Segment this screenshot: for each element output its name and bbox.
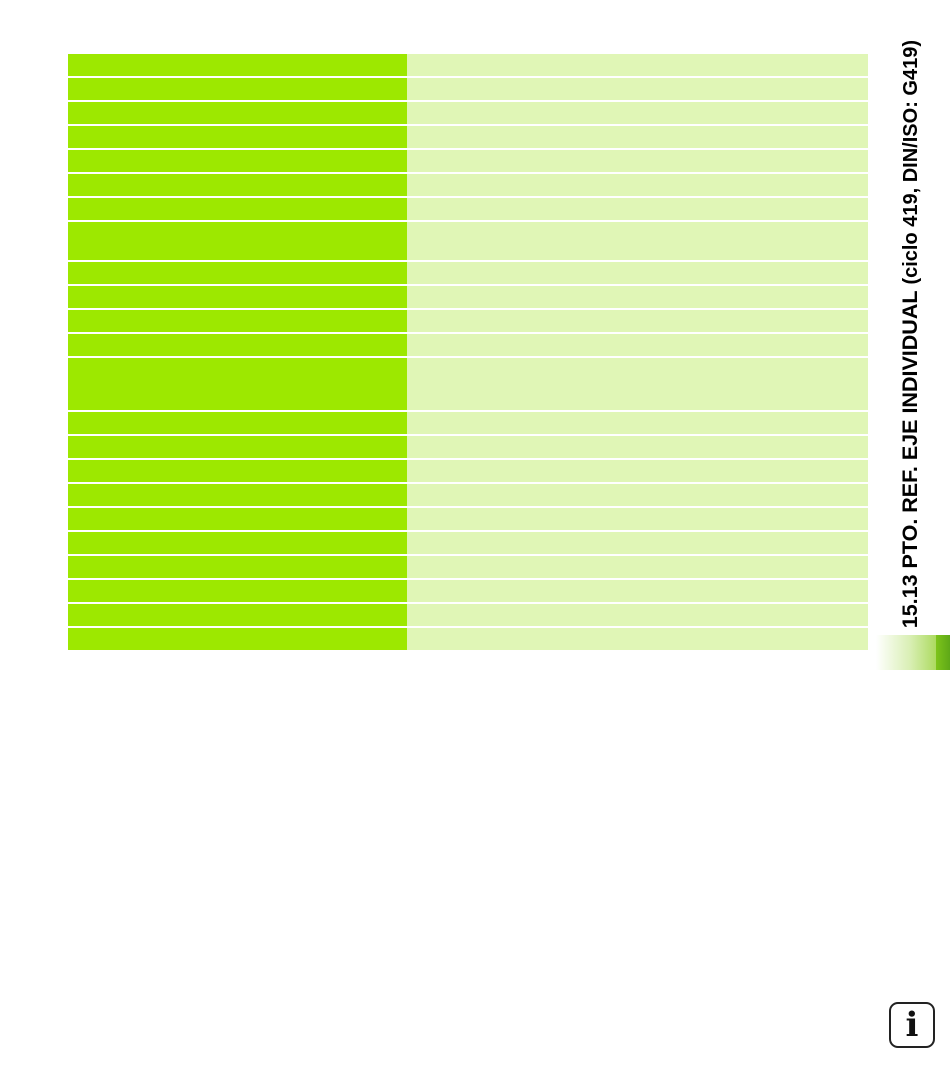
table-cell-label xyxy=(68,628,407,650)
chapter-tab-marker xyxy=(936,635,950,670)
table-cell-label xyxy=(68,126,407,148)
table-cell-label xyxy=(68,54,407,76)
table-cell-label xyxy=(68,436,407,458)
table-cell-label xyxy=(68,358,407,410)
table-cell-label xyxy=(68,102,407,124)
table-row xyxy=(68,556,868,578)
table-row xyxy=(68,198,868,220)
table-cell-value xyxy=(407,508,868,530)
table-cell-value xyxy=(407,286,868,308)
table-cell-value xyxy=(407,102,868,124)
table-cell-value xyxy=(407,532,868,554)
table-cell-label xyxy=(68,412,407,434)
table-row xyxy=(68,358,868,410)
table-cell-value xyxy=(407,460,868,482)
table-cell-label xyxy=(68,150,407,172)
table-row xyxy=(68,222,868,260)
table-cell-label xyxy=(68,604,407,626)
table-cell-label xyxy=(68,262,407,284)
table-cell-value xyxy=(407,436,868,458)
table-row xyxy=(68,628,868,650)
table-row xyxy=(68,126,868,148)
table-cell-value xyxy=(407,78,868,100)
table-row xyxy=(68,102,868,124)
chapter-tab-highlight xyxy=(876,635,938,670)
table-row xyxy=(68,334,868,356)
table-row xyxy=(68,412,868,434)
table-cell-label xyxy=(68,286,407,308)
section-heading-container: 15.13 PTO. REF. EJE INDIVIDUAL (ciclo 41… xyxy=(894,40,926,766)
table-row xyxy=(68,604,868,626)
table-cell-label xyxy=(68,580,407,602)
table-cell-value xyxy=(407,54,868,76)
table-row xyxy=(68,150,868,172)
table-cell-label xyxy=(68,484,407,506)
table-row xyxy=(68,484,868,506)
table-row xyxy=(68,508,868,530)
table-cell-label xyxy=(68,334,407,356)
table-cell-label xyxy=(68,532,407,554)
table-cell-value xyxy=(407,198,868,220)
table-cell-label xyxy=(68,78,407,100)
table-row xyxy=(68,580,868,602)
table-row xyxy=(68,174,868,196)
table-cell-value xyxy=(407,358,868,410)
table-row xyxy=(68,286,868,308)
section-heading-title: 15.13 PTO. REF. EJE INDIVIDUAL xyxy=(898,290,922,629)
table-row xyxy=(68,310,868,332)
table-cell-value xyxy=(407,126,868,148)
table-cell-label xyxy=(68,310,407,332)
table-row xyxy=(68,532,868,554)
table-cell-value xyxy=(407,334,868,356)
table-cell-value xyxy=(407,150,868,172)
info-icon: i xyxy=(905,1005,919,1045)
table-cell-label xyxy=(68,508,407,530)
table-cell-value xyxy=(407,412,868,434)
table-cell-value xyxy=(407,484,868,506)
section-heading-subtitle: (ciclo 419, DIN/ISO: G419) xyxy=(900,40,922,285)
table-cell-label xyxy=(68,222,407,260)
section-heading: 15.13 PTO. REF. EJE INDIVIDUAL (ciclo 41… xyxy=(894,40,926,766)
table-cell-value xyxy=(407,310,868,332)
table-cell-value xyxy=(407,580,868,602)
table-cell-value xyxy=(407,174,868,196)
table-row xyxy=(68,78,868,100)
info-button[interactable]: i xyxy=(889,1002,935,1048)
table-row xyxy=(68,54,868,76)
table-cell-value xyxy=(407,556,868,578)
table-cell-label xyxy=(68,460,407,482)
table-cell-label xyxy=(68,556,407,578)
table-row xyxy=(68,436,868,458)
table-cell-value xyxy=(407,628,868,650)
table-cell-value xyxy=(407,604,868,626)
table-row xyxy=(68,460,868,482)
table-cell-value xyxy=(407,222,868,260)
table-cell-value xyxy=(407,262,868,284)
parameter-table xyxy=(68,54,868,650)
table-cell-label xyxy=(68,174,407,196)
table-cell-label xyxy=(68,198,407,220)
table-row xyxy=(68,262,868,284)
